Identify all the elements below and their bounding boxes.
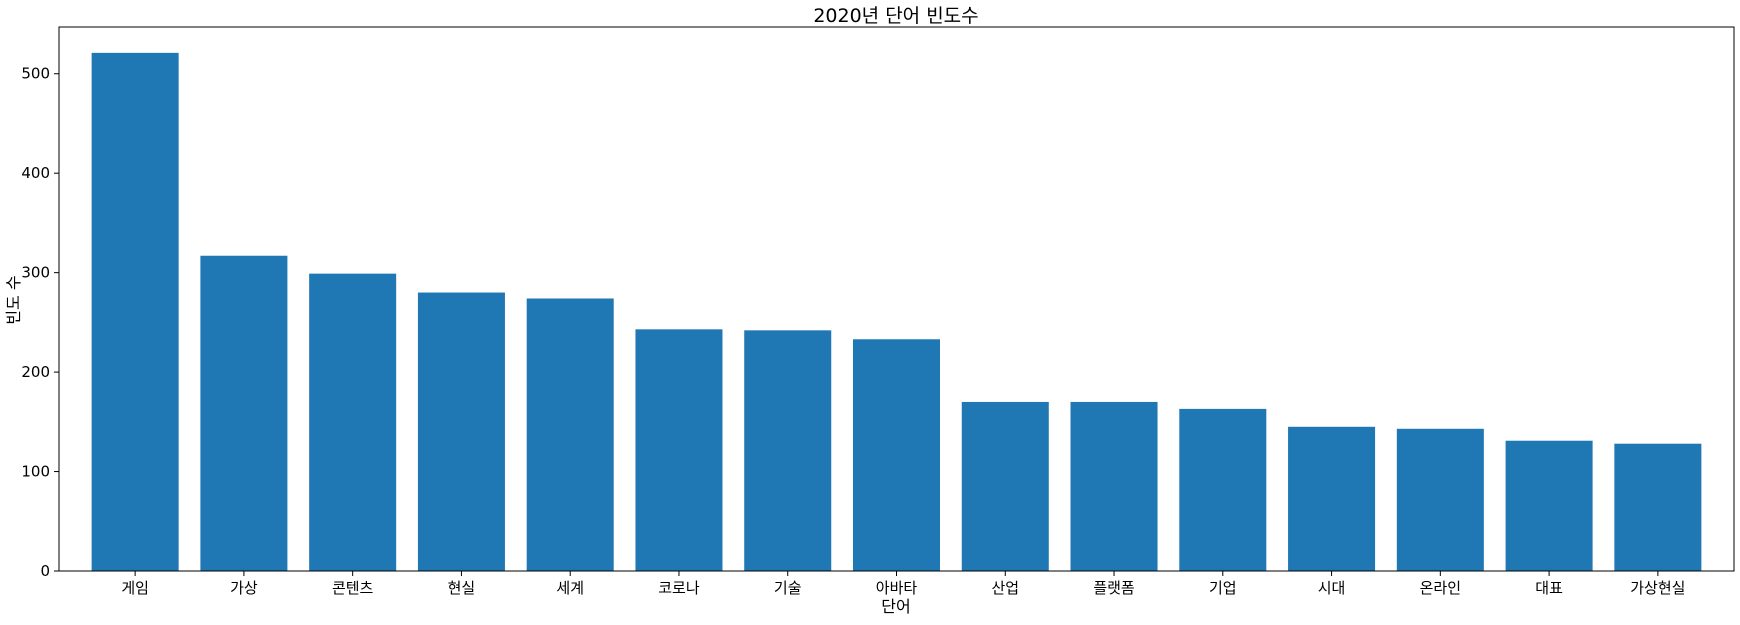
bar-8 <box>961 401 1049 571</box>
x-tick-label-11: 시대 <box>1318 579 1346 597</box>
bar-3 <box>417 292 505 571</box>
y-tick-label-2: 200 <box>21 363 50 381</box>
bar-0 <box>91 52 179 571</box>
bar-9 <box>1070 401 1158 571</box>
x-tick-label-8: 산업 <box>991 579 1019 597</box>
x-tick-label-1: 가상 <box>230 579 258 597</box>
x-tick-label-4: 세계 <box>556 579 584 597</box>
x-tick-label-9: 플랫폼 <box>1093 579 1134 597</box>
x-tick-label-12: 온라인 <box>1420 579 1461 597</box>
bar-7 <box>852 339 941 571</box>
x-axis-ticks: 게임 가상 콘텐츠 현실 세계 코로나 기술 아바타 산업 플랫폼 기업 시대 온라인 대표 가상현실 <box>121 571 1685 597</box>
bar-5 <box>635 329 723 571</box>
bar-14 <box>1614 443 1702 571</box>
x-axis-label: 단어 <box>881 597 910 616</box>
x-tick-label-3: 현실 <box>448 579 476 597</box>
bar-11 <box>1288 426 1376 571</box>
x-tick-label-13: 대표 <box>1535 579 1563 597</box>
y-tick-label-4: 400 <box>21 164 50 182</box>
y-tick-label-0: 0 <box>40 562 50 580</box>
bar-12 <box>1396 428 1484 571</box>
bar-2 <box>309 273 397 571</box>
y-axis-label: 빈도 수 <box>4 275 23 324</box>
chart-title: 2020년 단어 빈도수 <box>813 5 978 27</box>
y-tick-label-1: 100 <box>21 463 50 481</box>
x-tick-label-2: 콘텐츠 <box>332 579 374 597</box>
bar-6 <box>744 330 832 571</box>
y-axis-ticks: 0 100 200 300 400 500 <box>21 65 59 580</box>
plot-frame <box>58 26 1735 572</box>
x-tick-label-0: 게임 <box>121 579 149 597</box>
x-tick-label-6: 기술 <box>774 579 802 597</box>
x-tick-label-5: 코로나 <box>658 579 700 597</box>
x-tick-label-14: 가상현실 <box>1630 579 1685 597</box>
bar-10 <box>1179 408 1267 571</box>
bar-13 <box>1505 440 1593 571</box>
bar-4 <box>526 298 614 571</box>
y-tick-label-5: 500 <box>21 65 50 83</box>
x-tick-label-10: 기업 <box>1209 579 1237 597</box>
y-tick-label-3: 300 <box>21 264 50 282</box>
x-tick-label-7: 아바타 <box>876 579 918 597</box>
bars-layer <box>91 52 1702 571</box>
bar-1 <box>200 255 288 571</box>
